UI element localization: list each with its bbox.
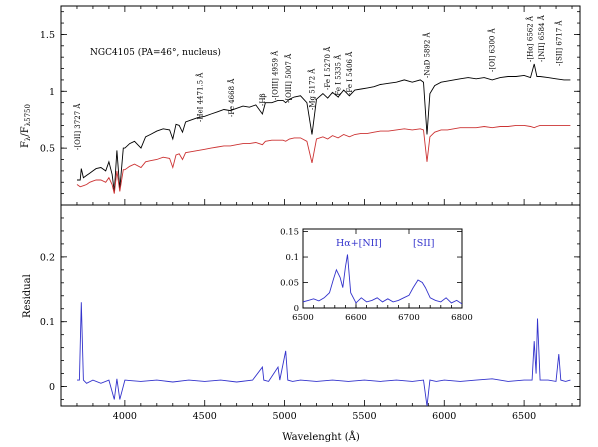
- line-annotation: -Fe I 5335 Å: [334, 54, 343, 98]
- line-annotation: -[OIII] 5007 Å: [284, 53, 293, 103]
- inset-ytick-label: 0.15: [280, 228, 299, 238]
- bottom-xtick-label: 6000: [432, 411, 456, 422]
- inset-ytick-label: 0.05: [280, 279, 299, 289]
- top-panel-ticks: 0.5 1 1.5: [40, 6, 580, 205]
- line-annotation: -[OIII] 4959 Å: [271, 50, 280, 100]
- top-y-axis-label: Fλ/Fλ5750: [20, 104, 32, 148]
- residual-series-line-0: [77, 302, 571, 406]
- inset-xtick-label: 6500: [292, 313, 314, 323]
- line-annotation: -[Hα] 6562 Å: [526, 15, 535, 62]
- inset-xtick-label: 6700: [398, 313, 420, 323]
- bottom-xtick-label: 4500: [193, 411, 217, 422]
- inset-frame: [302, 228, 463, 309]
- top-ytick-label: 1.5: [40, 30, 55, 41]
- line-annotation: -Hβ: [259, 93, 267, 106]
- top-series-line-0: [77, 63, 571, 192]
- bottom-panel-frame: [60, 204, 581, 407]
- inset-label-halpha-nii: Hα+[NII]: [336, 238, 382, 249]
- top-ytick-label: 1: [49, 87, 55, 98]
- bottom-panel-ticks: 0 0.1 0.2 4000 4500 5000 5500 6000 6500: [40, 204, 580, 422]
- inset-ytick-label: 0.1: [285, 253, 299, 263]
- inset-ticks: 0 0.05 0.1 0.15 6500 6600 6700 6800: [280, 228, 473, 323]
- line-annotations: -[OII] 3727 Å-HeI 4471.5 Å -Fe 4668 Å -Hβ -…: [73, 14, 563, 150]
- line-annotation: -NaD 5892 Å: [423, 31, 432, 78]
- line-annotation: -Fe 4668 Å: [227, 78, 236, 117]
- inset-xtick-label: 6800: [451, 313, 473, 323]
- chart-title: NGC4105 (PA=46°, nucleus): [90, 47, 221, 58]
- bottom-xtick-label: 6500: [512, 411, 536, 422]
- bottom-ytick-label: 0.2: [40, 252, 55, 263]
- bottom-xtick-label: 5500: [352, 411, 376, 422]
- inset-label-sii: [SII]: [413, 238, 434, 249]
- bottom-xtick-label: 5000: [272, 411, 296, 422]
- bottom-ytick-label: 0: [49, 382, 55, 393]
- line-annotation: -[OII] 3727 Å: [73, 103, 82, 150]
- bottom-panel-series: [77, 302, 571, 406]
- inset-xtick-label: 6600: [345, 313, 367, 323]
- line-annotation: -Fe I 5406 Å: [345, 51, 354, 95]
- top-series-line-1: [76, 124, 571, 194]
- line-annotation: -Fe I 5270 Å: [323, 46, 332, 90]
- x-axis-label: Wavelenght (Å): [282, 431, 360, 443]
- inset-series: [303, 254, 462, 305]
- top-ytick-label: 0.5: [40, 144, 55, 155]
- inset-ytick-label: 0: [294, 304, 299, 314]
- top-panel-frame: [60, 5, 581, 206]
- line-annotation: -[OI] 6300 Å: [488, 27, 497, 72]
- bottom-ytick-label: 0.1: [40, 317, 55, 328]
- line-annotation: -[SII] 6717 Å: [554, 20, 563, 66]
- line-annotation: -Mg 5172 Å: [308, 68, 317, 110]
- line-annotation: -HeI 4471.5 Å: [196, 72, 205, 122]
- bottom-y-axis-label: Residual: [22, 274, 33, 318]
- top-panel-series: [76, 63, 571, 194]
- bottom-xtick-label: 4000: [113, 411, 137, 422]
- inset-series-line-0: [303, 254, 462, 305]
- line-annotation: -[NII] 6584 Å: [537, 14, 546, 62]
